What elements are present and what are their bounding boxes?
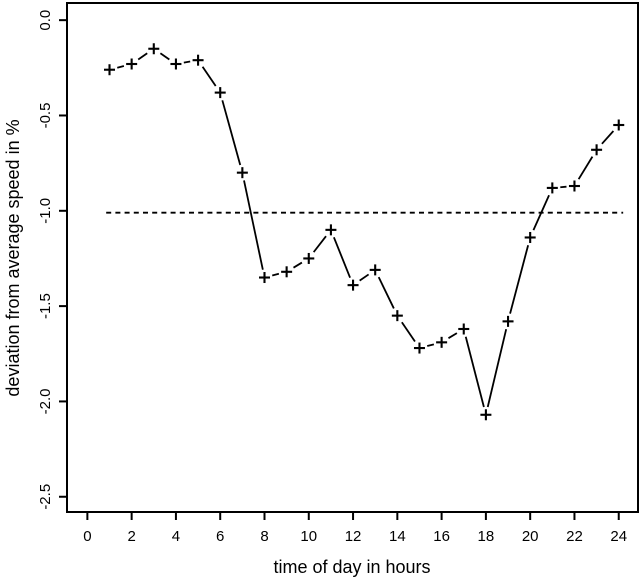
series-segment	[272, 272, 280, 277]
series-segment	[312, 235, 327, 253]
series-segment	[137, 52, 148, 61]
series-segment	[426, 343, 435, 347]
plot-frame	[66, 2, 639, 513]
series-segment	[117, 65, 125, 69]
series-segment	[509, 244, 530, 314]
x-tick-label: 20	[522, 528, 539, 545]
series-segment	[183, 60, 191, 64]
x-tick-label: 2	[127, 528, 135, 545]
series-segment	[243, 180, 264, 270]
x-axis-label: time of day in hours	[273, 557, 430, 577]
y-tick-label: -1.5	[37, 293, 54, 319]
series-segment	[401, 321, 416, 342]
x-tick-label: 8	[260, 528, 268, 545]
x-tick-label: 10	[300, 528, 317, 545]
x-tick-label: 0	[83, 528, 91, 545]
series-segment	[448, 332, 458, 339]
series-segment	[293, 261, 303, 269]
series-segment	[577, 156, 594, 180]
series-segment	[464, 336, 485, 408]
x-tick-label: 24	[610, 528, 627, 545]
series-segment	[532, 194, 550, 231]
series-segment	[560, 185, 567, 189]
y-axis-label: deviation from average speed in %	[3, 119, 23, 396]
y-tick-label: -0.5	[37, 103, 54, 129]
series-segment	[333, 236, 351, 279]
series-segment	[221, 100, 242, 166]
x-tick-label: 14	[389, 528, 406, 545]
y-tick-label: -2.0	[37, 389, 54, 415]
y-tick-label: -2.5	[37, 484, 54, 510]
x-tick-label: 6	[216, 528, 224, 545]
x-tick-label: 12	[345, 528, 362, 545]
y-tick-label: -1.0	[37, 198, 54, 224]
plot-area: 0 2 4 6 8 10 12 14 16 18 20 22 240.0-0.5-1.0-1.5-2.0…	[37, 2, 639, 545]
series-segment	[159, 52, 170, 61]
series-segment	[359, 273, 370, 282]
series-segment	[486, 328, 508, 408]
x-tick-label: 4	[172, 528, 180, 545]
x-tick-label: 16	[433, 528, 450, 545]
y-tick-label: 0.0	[37, 10, 54, 31]
x-tick-label: 18	[478, 528, 495, 545]
series-segment	[201, 66, 217, 87]
series-segment	[601, 130, 615, 145]
x-tick-label: 22	[566, 528, 583, 545]
series-segment	[377, 276, 395, 309]
